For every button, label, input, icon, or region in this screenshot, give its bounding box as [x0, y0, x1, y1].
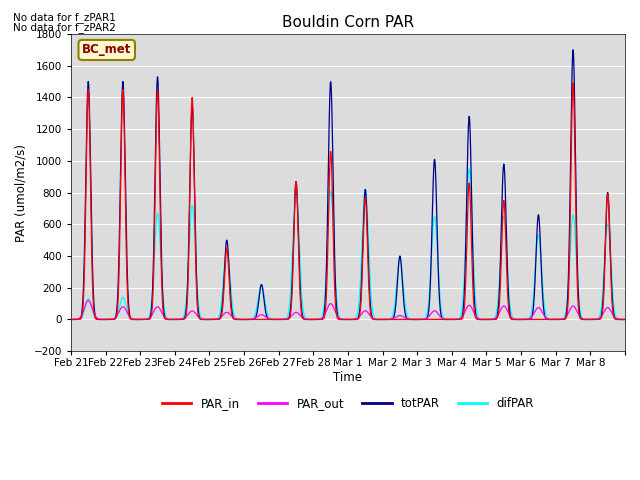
Title: Bouldin Corn PAR: Bouldin Corn PAR — [282, 15, 414, 30]
Y-axis label: PAR (umol/m2/s): PAR (umol/m2/s) — [15, 144, 28, 241]
Text: No data for f_zPAR1: No data for f_zPAR1 — [13, 12, 116, 23]
Text: BC_met: BC_met — [82, 44, 131, 57]
Legend: PAR_in, PAR_out, totPAR, difPAR: PAR_in, PAR_out, totPAR, difPAR — [157, 393, 539, 415]
X-axis label: Time: Time — [333, 371, 362, 384]
Text: No data for f_zPAR2: No data for f_zPAR2 — [13, 22, 116, 33]
